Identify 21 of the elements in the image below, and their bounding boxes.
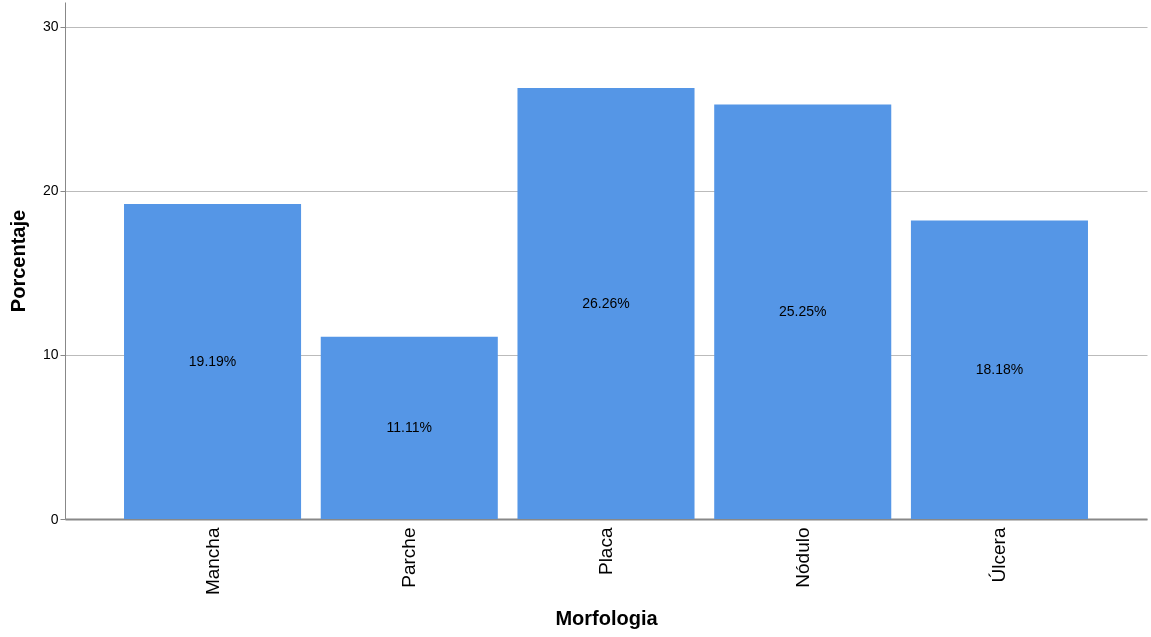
x-axis-title: Morfologia: [555, 607, 659, 630]
y-tick-label: 0: [50, 510, 59, 527]
x-tick-label: Parche: [398, 527, 420, 588]
y-tick-label: 20: [42, 182, 59, 199]
bar: [124, 204, 302, 519]
y-tick-label: 10: [42, 346, 59, 363]
y-axis-title: Porcentaje: [6, 209, 29, 313]
data-label: 19.19%: [188, 352, 237, 369]
x-tick-label: Placa: [595, 527, 616, 576]
bar: [910, 220, 1088, 519]
data-label: 11.11%: [386, 418, 432, 435]
data-label: 18.18%: [975, 360, 1024, 377]
data-label: 26.26%: [582, 294, 630, 311]
x-tick-label: Nódulo: [791, 527, 813, 588]
bar: [517, 88, 695, 519]
data-label: 25.25%: [778, 302, 827, 319]
x-tick-label: Mancha: [201, 527, 223, 596]
x-tick-label: Úlcera: [988, 527, 1010, 583]
bar: [714, 104, 892, 519]
bar: [320, 336, 498, 519]
y-tick-label: 30: [42, 18, 59, 35]
